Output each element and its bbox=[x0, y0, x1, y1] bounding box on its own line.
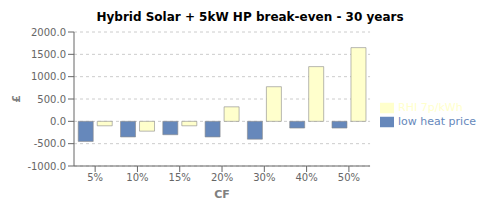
html-text:Hybrid Solar + 5kW HP break-ev: Hybrid Solar + 5kW HP break-even - 30 ye… bbox=[96, 10, 404, 24]
svg-text:0.0: 0.0 bbox=[50, 116, 66, 127]
svg-text:-1000.0: -1000.0 bbox=[27, 161, 66, 172]
svg-text:40%: 40% bbox=[295, 172, 317, 183]
html-text:low heat price: low heat price bbox=[398, 115, 476, 128]
svg-text:1000.0: 1000.0 bbox=[31, 71, 66, 82]
svg-text:2000.0: 2000.0 bbox=[31, 27, 66, 38]
svg-text:£: £ bbox=[10, 95, 23, 103]
svg-text:1500.0: 1500.0 bbox=[31, 49, 66, 60]
svg-text:500.0: 500.0 bbox=[37, 94, 66, 105]
svg-text:50%: 50% bbox=[338, 172, 360, 183]
svg-text:20%: 20% bbox=[211, 172, 233, 183]
svg-text:10%: 10% bbox=[126, 172, 148, 183]
svg-text:-500.0: -500.0 bbox=[34, 138, 66, 149]
svg-text:30%: 30% bbox=[253, 172, 275, 183]
html-text:RHI 7p/kWh: RHI 7p/kWh bbox=[398, 101, 463, 114]
svg-text:5%: 5% bbox=[87, 172, 103, 183]
svg-text:15%: 15% bbox=[169, 172, 191, 183]
svg-text:CF: CF bbox=[214, 188, 230, 201]
